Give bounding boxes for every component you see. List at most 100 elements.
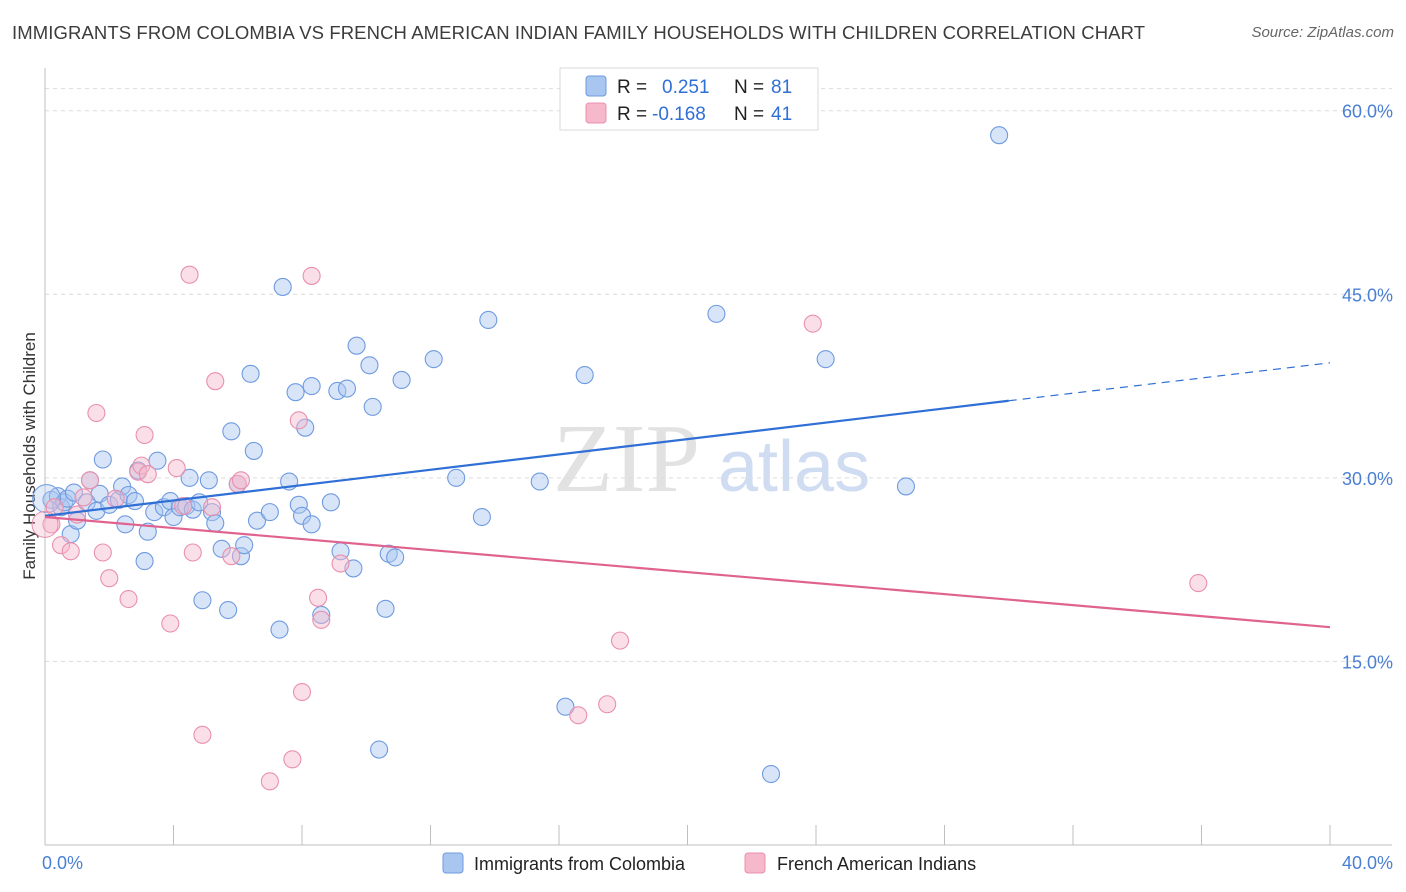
y-tick-label: 15.0% [1342,652,1393,672]
point-colombia [125,492,144,511]
point-french-american-indians [260,772,279,791]
point-french-american-indians [167,459,186,478]
point-french-american-indians [100,569,119,588]
point-colombia [321,493,340,512]
point-colombia [212,539,231,558]
watermark-atlas: atlas [718,427,870,507]
axes [44,68,1392,846]
point-colombia-cluster [32,484,62,514]
legend-n-label-2: N = [734,104,764,125]
point-colombia [556,697,575,716]
legend-swatch-colombia [442,852,464,874]
legend-label-french-american-indians: French American Indians [777,854,976,874]
point-colombia [260,503,279,522]
legend-swatch-blue [585,75,607,97]
point-colombia [392,370,411,390]
point-colombia [64,483,83,502]
point-colombia [273,277,292,296]
point-colombia [424,350,443,369]
point-french-american-indians [1189,574,1208,593]
point-french-american-indians [283,750,302,769]
legend-r-label-1: R = [617,77,647,98]
series-french-american-indians-points [31,265,1208,791]
point-french-american-indians [302,266,321,285]
point-french-american-indians [312,610,331,629]
point-colombia [337,379,357,398]
point-colombia [370,740,389,759]
point-french-american-indians [180,265,199,284]
point-french-american-indians [569,706,588,725]
legend-swatch-french-american-indians [744,852,766,874]
y-axis-label: Family Households with Children [20,332,39,580]
point-colombia [530,472,549,491]
point-french-american-indians [803,314,822,333]
point-french-american-indians [292,682,312,702]
point-french-american-indians [80,471,100,490]
y-tick-label: 45.0% [1342,285,1393,305]
point-colombia [707,304,726,323]
point-french-american-indians [61,542,80,561]
point-colombia [360,356,379,375]
point-colombia [472,507,491,527]
series-legend: Immigrants from Colombia French American… [442,852,976,874]
point-colombia [135,552,154,571]
legend-label-colombia: Immigrants from Colombia [474,854,686,874]
point-colombia [376,599,395,618]
point-french-american-indians [74,488,93,507]
point-colombia [386,548,405,567]
point-french-american-indians [106,489,125,508]
y-tick-labels: 15.0% 30.0% 45.0% 60.0% [1342,102,1393,673]
point-french-american-indians [52,536,71,555]
point-french-american-indians [174,496,193,516]
point-colombia [296,418,315,437]
legend-r-label-2: R = [617,104,647,125]
point-french-american-indians [206,372,225,391]
point-colombia [199,471,218,490]
point-colombia [241,364,260,383]
point-french-american-indians [222,547,241,566]
point-colombia [312,605,331,624]
point-colombia [302,515,321,534]
trend-lines [44,362,1331,629]
point-french-american-indians [183,543,202,562]
point-french-american-indians [331,554,350,573]
point-french-american-indians [193,725,212,744]
point-french-american-indians [231,471,251,490]
point-colombia [206,514,225,533]
point-colombia [363,397,382,416]
legend-r-value-1: 0.251 [662,77,710,98]
x-tick-labels: 0.0% 40.0% [42,853,1393,873]
point-colombia [896,477,916,496]
correlation-legend: R = 0.251 N = 81 R = -0.168 N = 41 [559,67,819,131]
point-french-american-indians [610,631,630,650]
legend-swatch-pink [585,102,607,124]
point-colombia [302,377,321,396]
point-colombia [183,500,202,519]
trend-line-colombia [44,399,1009,517]
point-french-american-indians [138,465,157,484]
point-colombia [575,366,594,385]
point-colombia [235,536,254,555]
point-colombia [761,764,781,784]
point-colombia [244,441,263,460]
point-colombia [286,383,305,402]
point-colombia [289,495,308,514]
trend-line-colombia-extension [1008,362,1331,402]
point-colombia [203,503,222,522]
point-french-american-indians [203,498,222,517]
series-colombia-points [32,126,1009,784]
watermark-zip: ZIP [553,405,700,513]
x-tick-label-min: 0.0% [42,853,83,873]
point-french-american-indians [87,403,106,423]
point-colombia [180,468,199,487]
point-french-american-indians [309,588,328,607]
point-colombia [816,350,835,369]
source-label: Source: ZipAtlas.com [1251,24,1394,41]
point-colombia [247,511,267,530]
point-colombia [93,450,112,469]
point-colombia [270,620,289,639]
chart-title: IMMIGRANTS FROM COLOMBIA VS FRENCH AMERI… [12,22,1146,43]
y-tick-label: 30.0% [1342,469,1393,489]
legend-n-label-1: N = [734,77,764,98]
